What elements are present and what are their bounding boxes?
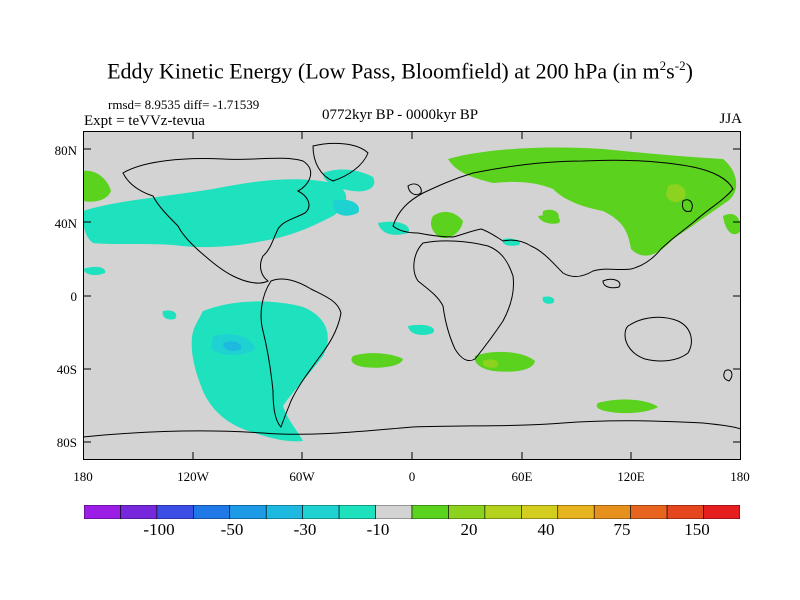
colorbar-swatch [375, 505, 413, 519]
plot-title: Eddy Kinetic Energy (Low Pass, Bloomfiel… [107, 58, 693, 84]
colorbar-label: 40 [537, 520, 555, 539]
colorbar-swatch [229, 505, 267, 519]
lon-label-180-west: 180 [73, 469, 93, 484]
lat-label-80n: 80N [54, 143, 77, 158]
lon-label-180-east: 180 [730, 469, 750, 484]
colorbar-swatch [666, 505, 704, 519]
colorbar-swatch [84, 505, 121, 519]
colorbar-label: -50 [220, 520, 244, 539]
positive-anomaly-regions [83, 147, 741, 414]
colorbar-swatch [521, 505, 559, 519]
colorbar-label: 75 [613, 520, 631, 539]
axis-ticks [83, 131, 741, 460]
colorbar-label: -10 [366, 520, 390, 539]
colorbar-swatch [411, 505, 449, 519]
lat-label-40s: 40S [56, 362, 77, 377]
colorbar-label: 150 [684, 520, 710, 539]
lon-label-0: 0 [408, 469, 416, 484]
colorbar-swatch [338, 505, 376, 519]
strongest-negative-regions [223, 341, 242, 351]
colorbar-label: -100 [143, 520, 175, 539]
colorbar-swatch [448, 505, 486, 519]
colorbar-swatch [630, 505, 668, 519]
world-map [83, 131, 741, 460]
period-label: 0772kyr BP - 0000kyr BP [321, 107, 479, 123]
colorbar-swatch [557, 505, 595, 519]
lat-label-80s: 80S [56, 435, 77, 450]
colorbar-swatch [703, 505, 740, 519]
colorbar-swatch [302, 505, 340, 519]
colorbar-label: 20 [460, 520, 478, 539]
strong-positive-regions [482, 184, 686, 368]
lat-label-0: 0 [70, 289, 78, 304]
season-label: JJA [719, 111, 742, 127]
lat-label-40n: 40N [54, 216, 77, 231]
colorbar-swatch [484, 505, 522, 519]
lon-label-60e: 60E [511, 469, 533, 484]
lon-label-60w: 60W [289, 469, 315, 484]
colorbar-swatch [156, 505, 194, 519]
colorbar [84, 505, 740, 519]
experiment-label: Expt = teVVz-tevua [84, 113, 205, 129]
colorbar-label: -30 [293, 520, 317, 539]
colorbar-swatch [193, 505, 231, 519]
stats-label: rmsd= 8.9535 diff= -1.71539 [108, 97, 260, 112]
negative-anomaly-regions [83, 169, 555, 442]
colorbar-swatch [265, 505, 303, 519]
lon-label-120e: 120E [617, 469, 645, 484]
coastlines [83, 142, 741, 438]
colorbar-swatch [120, 505, 158, 519]
lon-label-120w: 120W [177, 469, 209, 484]
colorbar-swatch [593, 505, 631, 519]
